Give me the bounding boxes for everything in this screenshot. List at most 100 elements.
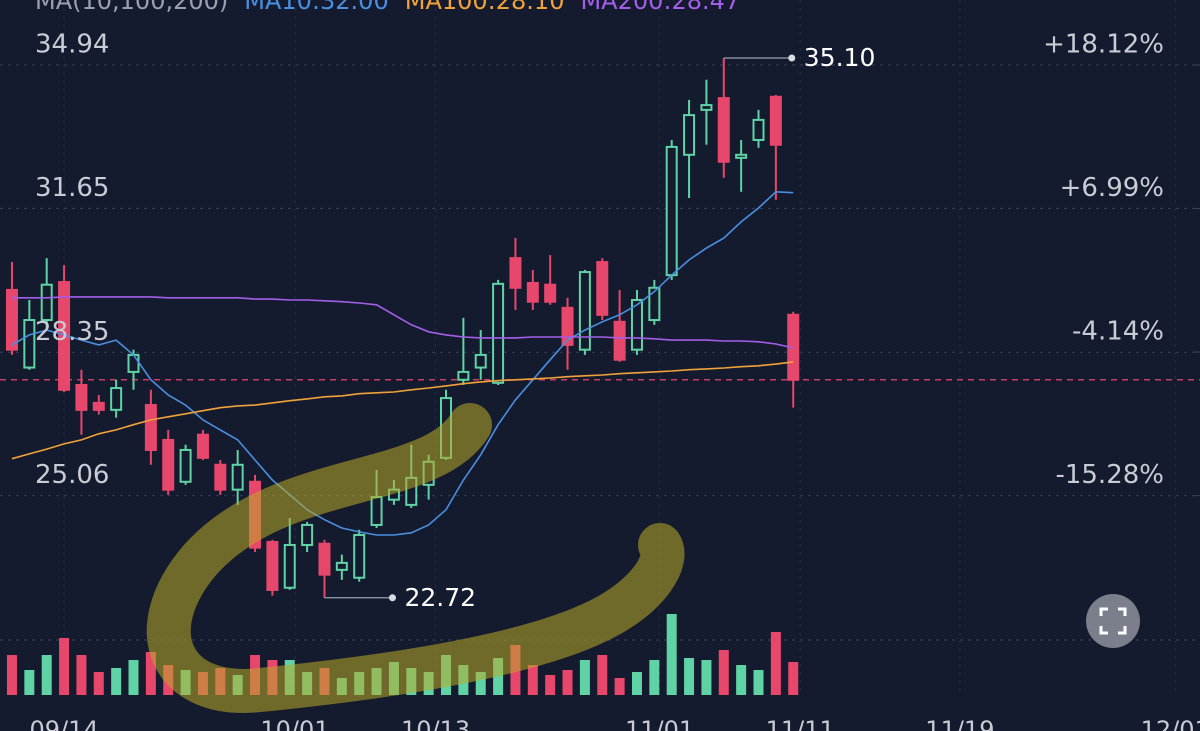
candle-body bbox=[318, 542, 331, 576]
volume-bar bbox=[562, 670, 573, 695]
volume-bar bbox=[614, 678, 625, 695]
candle-body bbox=[5, 288, 18, 351]
expand-button-bg[interactable] bbox=[1086, 594, 1140, 648]
annotation-dot bbox=[388, 594, 396, 602]
volume-bar bbox=[493, 658, 504, 695]
x-tick-label: 11/01 bbox=[625, 716, 694, 731]
candle-body bbox=[127, 353, 140, 373]
volume-bar bbox=[579, 660, 590, 695]
candle-body bbox=[144, 404, 157, 451]
candle-body bbox=[353, 533, 366, 579]
volume-bar bbox=[684, 658, 695, 695]
volume-bar bbox=[736, 665, 747, 695]
y2-tick-label: -15.28% bbox=[1055, 460, 1164, 490]
x-tick-label: 10/13 bbox=[401, 716, 470, 731]
volume-bar bbox=[666, 614, 677, 695]
candle-body bbox=[196, 433, 209, 459]
expand-button[interactable] bbox=[1086, 594, 1140, 648]
candle-body bbox=[561, 306, 574, 346]
y-tick-label: 28.35 bbox=[35, 317, 109, 347]
volume-bar bbox=[597, 655, 608, 695]
ma-lines bbox=[11, 190, 794, 536]
candle-body bbox=[683, 114, 696, 156]
x-tick-label: 11/19 bbox=[925, 716, 994, 731]
candle-body bbox=[266, 540, 279, 591]
legend-title: MA(10,100,200) bbox=[35, 0, 228, 15]
candle-body bbox=[717, 97, 730, 163]
candle-body bbox=[630, 298, 643, 351]
candle-body bbox=[283, 544, 296, 589]
ma-line bbox=[11, 361, 794, 460]
candle-body bbox=[544, 283, 557, 303]
candle-body bbox=[596, 261, 609, 316]
volume-bar bbox=[649, 660, 660, 695]
volume-bar bbox=[788, 662, 799, 695]
volume-bar bbox=[6, 655, 17, 695]
candles bbox=[5, 57, 800, 598]
volume-bar bbox=[475, 672, 486, 695]
x-tick-label: 12/01 bbox=[1141, 716, 1200, 731]
candle-body bbox=[335, 561, 348, 571]
legend-entry: MA10:32.00 bbox=[244, 0, 388, 15]
candle-body bbox=[474, 353, 487, 369]
candle-body bbox=[40, 283, 53, 322]
volume-bar bbox=[145, 652, 156, 695]
ma-line bbox=[11, 190, 794, 536]
candle-body bbox=[665, 145, 678, 277]
volume-bar bbox=[111, 668, 122, 695]
y-tick-label: 34.94 bbox=[35, 29, 109, 59]
candle-body bbox=[110, 387, 123, 411]
legend-entry: MA100:28.10 bbox=[405, 0, 565, 15]
candle-body bbox=[231, 463, 244, 491]
grid bbox=[0, 0, 1200, 695]
volume-bar bbox=[527, 665, 538, 695]
candle-body bbox=[613, 320, 626, 361]
ma-line bbox=[12, 296, 794, 349]
candle-body bbox=[457, 370, 470, 381]
candle-body bbox=[735, 153, 748, 159]
volume-bar bbox=[76, 655, 87, 695]
candle-body bbox=[23, 319, 36, 369]
y2-tick-label: +6.99% bbox=[1060, 173, 1164, 203]
expand-icon[interactable] bbox=[1099, 607, 1127, 635]
annotation-dot bbox=[788, 54, 796, 62]
volume-bar bbox=[701, 660, 712, 695]
volume-bar bbox=[770, 632, 781, 695]
x-tick-label: 10/01 bbox=[260, 716, 329, 731]
legend-entry: MA200:28.47 bbox=[580, 0, 740, 15]
candle-body bbox=[648, 286, 661, 322]
volume-bar bbox=[93, 672, 104, 695]
annotation-label: 22.72 bbox=[404, 583, 476, 612]
labels: 34.94 31.65 28.35 25.06 +18.12% +6.99% -4.14% -… bbox=[29, 0, 1200, 731]
volume-bar bbox=[24, 670, 35, 695]
volume-bar bbox=[41, 655, 52, 695]
highlight-stroke bbox=[146, 403, 685, 713]
candle-body bbox=[301, 523, 314, 547]
volume-bar bbox=[545, 675, 556, 695]
candle-body bbox=[214, 463, 227, 491]
candle-body bbox=[700, 104, 713, 111]
candle-body bbox=[578, 271, 591, 351]
volume-bar bbox=[128, 660, 139, 695]
candle-body bbox=[92, 401, 105, 411]
candle-body bbox=[492, 282, 505, 384]
y-tick-label: 31.65 bbox=[35, 173, 109, 203]
candle-body bbox=[179, 448, 192, 483]
volume-bar bbox=[753, 670, 764, 695]
volume-bar bbox=[59, 638, 70, 695]
y-tick-label: 25.06 bbox=[35, 460, 109, 490]
candle-body bbox=[752, 118, 765, 141]
candle-body bbox=[526, 281, 539, 303]
candle-body bbox=[509, 257, 522, 289]
volume-bar bbox=[631, 672, 642, 695]
candle-body bbox=[162, 438, 175, 491]
annotation-label: 35.10 bbox=[804, 43, 876, 72]
candle-body bbox=[370, 496, 383, 526]
candle-body bbox=[75, 383, 88, 411]
x-tick-label: 09/14 bbox=[29, 716, 98, 731]
y2-tick-label: +18.12% bbox=[1043, 29, 1164, 59]
candle-body bbox=[769, 95, 782, 146]
y2-tick-label: -4.14% bbox=[1072, 317, 1164, 347]
